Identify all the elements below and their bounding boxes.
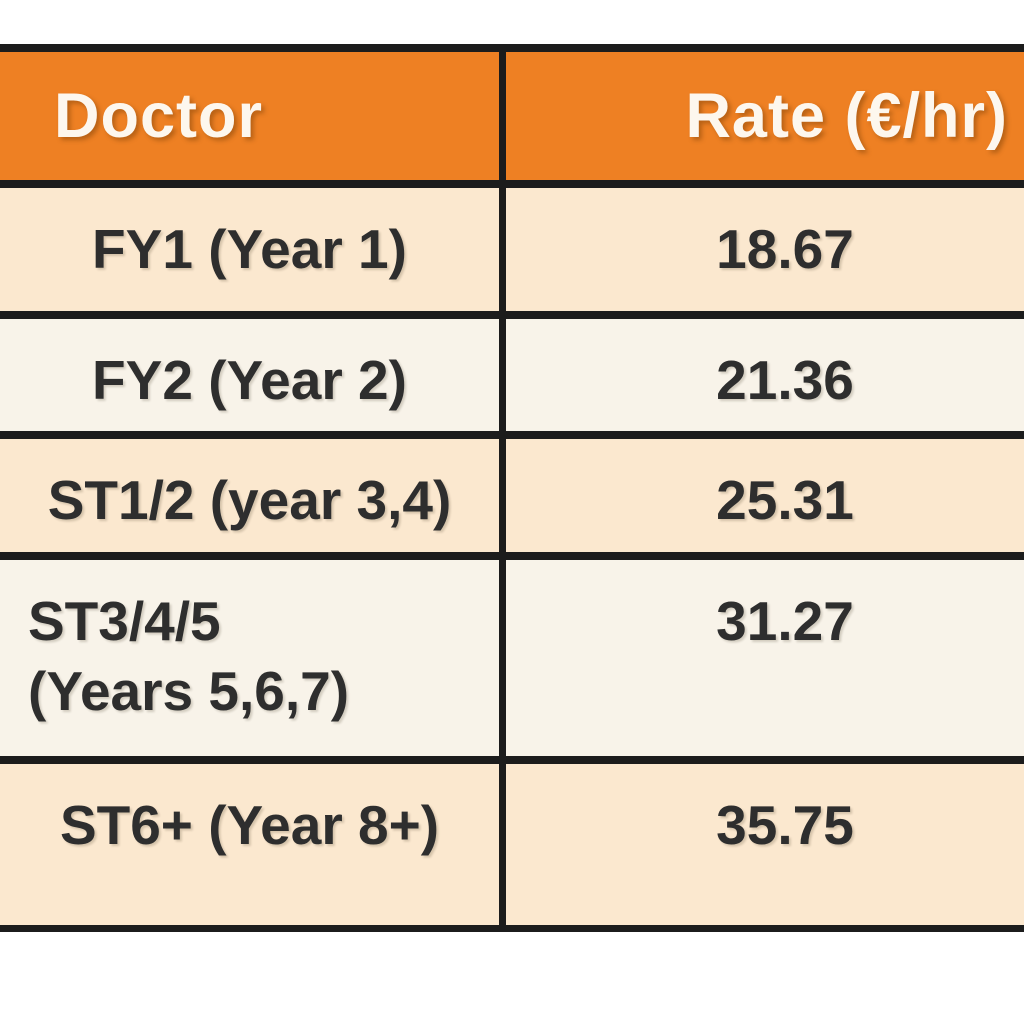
doctor-cell: ST6+ (Year 8+) [59,794,440,856]
rate-cell: 35.75 [499,764,1024,925]
table-row: FY2 (Year 2) 21.36 [0,311,1024,431]
doctor-rate-table: Doctor Rate (€/hr) FY1 (Year 1) 18.67 FY… [0,44,1024,932]
table-row: ST3/4/5 (Years 5,6,7) 31.27 [0,552,1024,756]
header-cell-doctor: Doctor [54,81,263,151]
table-row: ST6+ (Year 8+) 35.75 [0,756,1024,925]
doctor-cell: FY1 (Year 1) [92,218,407,280]
table-row: ST1/2 (year 3,4) 25.31 [0,431,1024,552]
header-cell-rate: Rate (€/hr) [499,52,1024,180]
doctor-cell: ST3/4/5 (Years 5,6,7) [28,590,350,723]
doctor-cell: ST1/2 (year 3,4) [47,469,452,531]
rate-cell: 18.67 [499,188,1024,311]
table-row: FY1 (Year 1) 18.67 [0,180,1024,311]
table-header-row: Doctor Rate (€/hr) [0,52,1024,180]
rate-cell: 31.27 [499,560,1024,756]
rate-cell: 25.31 [499,439,1024,552]
doctor-cell: FY2 (Year 2) [92,349,407,411]
rate-cell: 21.36 [499,319,1024,431]
